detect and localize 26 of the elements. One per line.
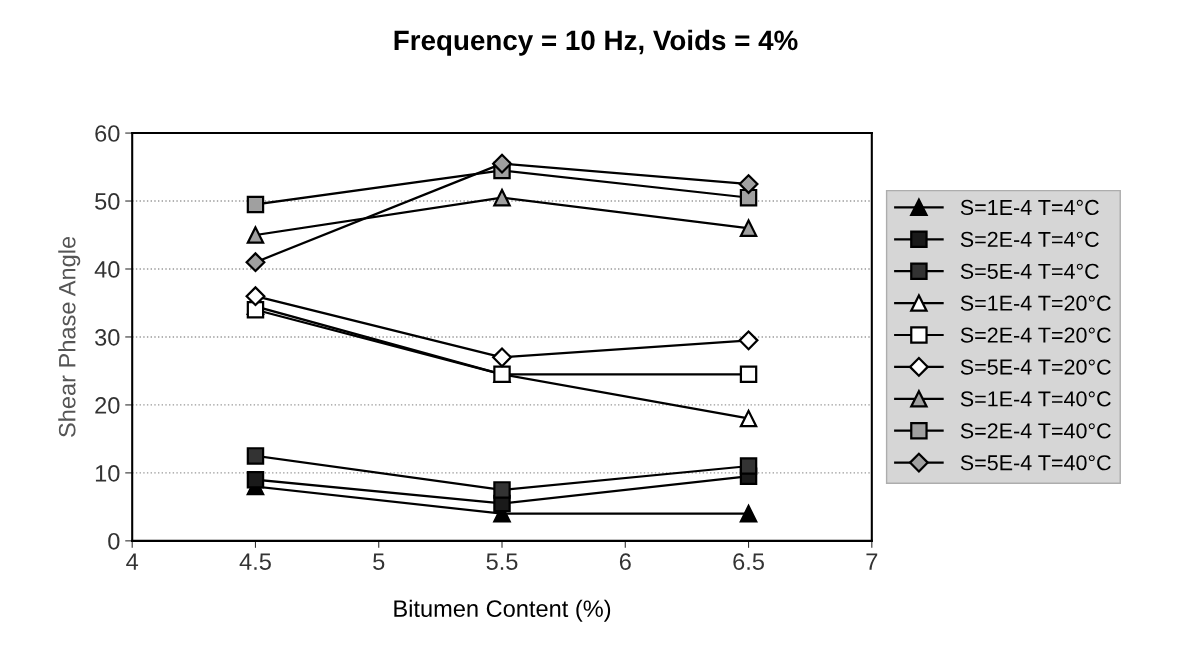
x-tick-label: 7: [866, 553, 878, 570]
legend-label: S=2E-4 T=20°C: [960, 327, 1111, 343]
legend-label: S=5E-4 T=4°C: [960, 263, 1099, 279]
x-tick-label: 4: [126, 553, 139, 570]
legend-label: S=5E-4 T=40°C: [960, 455, 1111, 471]
y-tick-label: 40: [94, 261, 120, 278]
y-tick-label: 0: [108, 532, 120, 550]
y-axis-title: Shear Phase Angle: [58, 236, 81, 437]
legend-label: S=1E-4 T=4°C: [960, 199, 1099, 216]
legend-label: S=1E-4 T=20°C: [960, 295, 1111, 311]
chart-title: Frequency = 10 Hz, Voids = 4%: [394, 29, 798, 56]
x-tick-label: 6: [619, 553, 631, 570]
legend-label: S=1E-4 T=40°C: [960, 391, 1111, 407]
x-tick-label: 4.5: [239, 553, 271, 570]
x-tick-label: 5.5: [486, 553, 518, 570]
legend-label: S=5E-4 T=20°C: [960, 359, 1111, 375]
y-tick-label: 60: [95, 125, 120, 142]
y-tick-label: 20: [95, 396, 120, 414]
legend-label: S=2E-4 T=40°C: [960, 423, 1111, 439]
y-tick-label: 50: [95, 193, 120, 210]
x-tick-label: 6.5: [733, 553, 764, 570]
x-axis-title: Bitumen Content (%): [394, 599, 611, 622]
legend-label: S=2E-4 T=4°C: [960, 231, 1099, 248]
y-tick-label: 30: [95, 329, 120, 346]
x-tick-label: 5: [373, 553, 385, 570]
y-tick-label: 10: [95, 464, 120, 482]
